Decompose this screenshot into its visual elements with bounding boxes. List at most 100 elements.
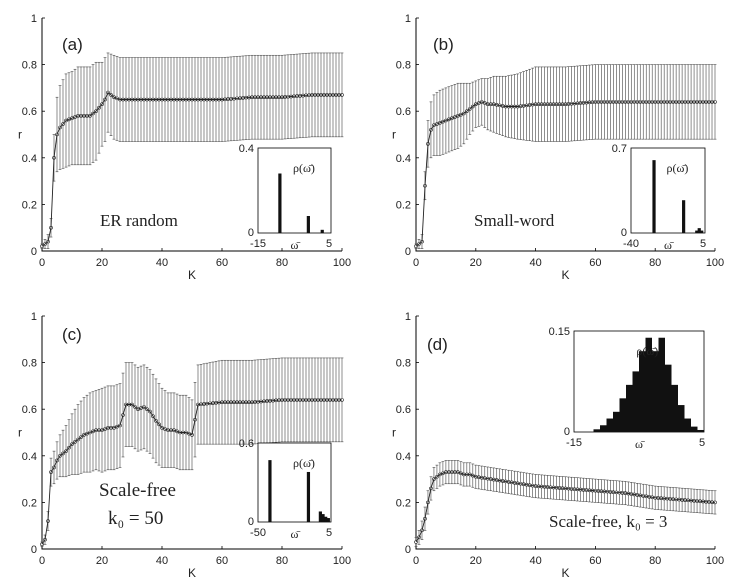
inset-frame (630, 147, 706, 234)
inset-chart: 0.15 0-15 5 ρ(ω̄) ω̄ (549, 326, 705, 451)
y-tick-label: 0 (31, 246, 37, 258)
chart-panel-2: 0 0.2 0.4 0.6 0.8 1 0 20 40 60 80 100 Kr (b) Small-wor… (392, 13, 724, 282)
y-axis-label: r (18, 426, 22, 440)
inset-bar (658, 337, 665, 432)
x-tick-label: 40 (529, 257, 541, 269)
y-tick-label: 0.6 (396, 106, 411, 118)
inset-bar (320, 229, 324, 233)
inset-x-tick-label: -40 (623, 238, 639, 250)
y-tick-label: 0.8 (22, 60, 37, 72)
y-tick-label: 0.8 (396, 60, 411, 72)
x-tick-label: 100 (706, 555, 724, 567)
inset-bar (318, 511, 322, 522)
inset-y-tick-label: 0 (248, 227, 254, 239)
inset-chart: 0.7 0-40 5 ρ(ω̄) ω̄ (612, 143, 706, 252)
inset-x-tick-label: -15 (250, 238, 266, 250)
inset-bar (326, 518, 330, 522)
inset-y-tick-label: 0 (621, 227, 627, 239)
y-tick-label: 0.6 (22, 404, 37, 416)
y-tick-label: 0.8 (396, 358, 411, 370)
inset-y-tick-label: 0.6 (239, 438, 254, 450)
y-tick-label: 1 (31, 13, 37, 25)
series-line (41, 399, 342, 545)
inset-y-axis-label: ρ(ω̄) (667, 161, 689, 175)
inset-bar (665, 364, 672, 432)
annotation-text: Small-word (474, 211, 555, 230)
y-axis-label: r (18, 128, 22, 142)
inset-y-tick-label: 0 (564, 426, 570, 438)
annotation-text: ER random (100, 211, 178, 230)
inset-bar (593, 429, 600, 432)
x-tick-label: 20 (470, 555, 482, 567)
series-line (415, 471, 716, 543)
chart-panel-3: 0 0.2 0.4 0.6 0.8 1 0 20 40 60 80 100 Kr (c) Scale-fre… (18, 311, 351, 580)
x-axis-label: K (188, 268, 196, 282)
annotation-text: k₀ = 50 (108, 508, 163, 529)
x-tick-label: 20 (470, 257, 482, 269)
x-tick-label: 20 (96, 257, 108, 269)
inset-y-axis-label: ρ(ω̄) (636, 344, 658, 358)
inset-bar (695, 230, 699, 233)
inset-bar (684, 418, 691, 432)
inset-bar (652, 160, 656, 233)
inset-x-tick-label: -50 (250, 527, 266, 539)
inset-x-axis-label: ω̄ (291, 527, 301, 541)
y-tick-label: 0.6 (22, 106, 37, 118)
inset-y-tick-label: 0 (248, 516, 254, 528)
y-tick-label: 0.4 (396, 451, 411, 463)
inset-bar (278, 173, 282, 233)
inset-x-tick-label: 5 (700, 238, 706, 250)
y-tick-label: 1 (405, 311, 411, 323)
inset-bar (600, 425, 607, 432)
inset-x-tick-label: 5 (326, 527, 332, 539)
series-line (415, 101, 715, 247)
y-tick-label: 0.4 (396, 153, 411, 165)
inset-bar (306, 216, 310, 233)
inset-x-axis-label: ω̄ (635, 437, 645, 451)
x-tick-label: 80 (649, 555, 661, 567)
inset-bar (613, 411, 620, 432)
x-tick-label: 40 (529, 555, 541, 567)
y-tick-label: 0 (31, 544, 37, 556)
x-tick-label: 100 (333, 555, 351, 567)
x-axis-label: K (188, 566, 196, 580)
inset-bar (306, 471, 311, 522)
inset-x-tick-label: 5 (326, 238, 332, 250)
x-tick-label: 40 (156, 257, 168, 269)
x-tick-label: 80 (649, 257, 661, 269)
inset-bar (671, 384, 678, 432)
inset-bar (645, 337, 652, 432)
inset-y-axis-label: ρ(ω̄) (293, 161, 315, 175)
y-tick-label: 1 (405, 13, 411, 25)
x-tick-label: 80 (276, 555, 288, 567)
inset-bar (678, 405, 685, 432)
x-tick-label: 60 (216, 257, 228, 269)
inset-y-axis-label: ρ(ω̄) (293, 456, 315, 470)
inset-bar (639, 351, 646, 432)
series-line (41, 91, 342, 247)
x-tick-label: 0 (39, 555, 45, 567)
annotation-text: Scale-free (99, 480, 176, 501)
inset-bar (697, 228, 701, 233)
inset-bar (691, 426, 698, 432)
y-tick-label: 0.2 (22, 199, 37, 211)
panel-label: (a) (62, 35, 83, 54)
inset-bar (324, 516, 328, 522)
panel-label: (c) (62, 325, 82, 344)
y-tick-label: 0.2 (396, 497, 411, 509)
chart-panel-1: 0 0.2 0.4 0.6 0.8 1 0 20 40 60 80 100 Kr (a) ER random… (18, 13, 351, 282)
y-tick-label: 0.4 (22, 451, 37, 463)
inset-bar (652, 351, 659, 432)
x-tick-label: 60 (216, 555, 228, 567)
x-axis-label: K (561, 268, 569, 282)
inset-frame (257, 147, 332, 234)
inset-chart: 0.6 0-50 5 ρ(ω̄) ω̄ (239, 438, 332, 541)
y-tick-label: 0.2 (396, 199, 411, 211)
y-axis-label: r (392, 128, 396, 142)
x-tick-label: 0 (39, 257, 45, 269)
x-tick-label: 80 (276, 257, 288, 269)
inset-chart: 0.4 0-15 5 ρ(ω̄) ω̄ (239, 143, 332, 252)
panel-label: (d) (427, 335, 448, 354)
y-tick-label: 1 (31, 311, 37, 323)
inset-x-tick-label: 5 (699, 437, 705, 449)
